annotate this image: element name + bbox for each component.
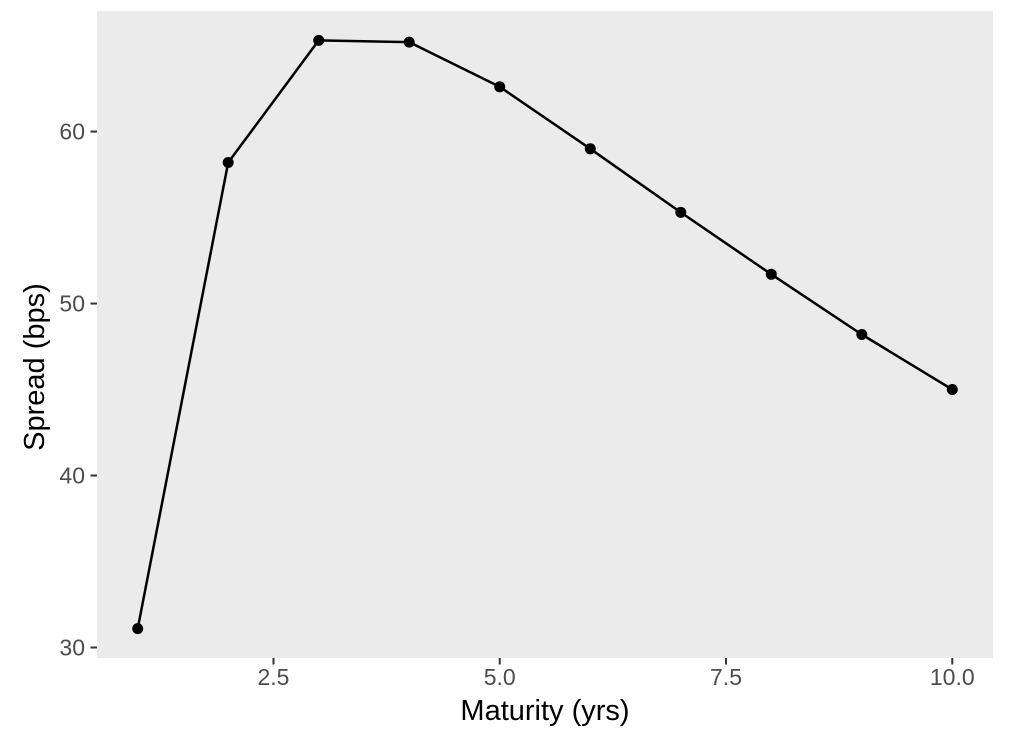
data-point [132,623,144,635]
data-point [946,384,958,395]
data-point [856,329,868,340]
y-tick-label: 60 [59,119,85,145]
x-tick-label: 7.5 [710,664,742,690]
x-tick-label: 2.5 [257,664,289,690]
data-point [313,34,325,46]
data-point [403,36,415,48]
x-axis-title: Maturity (yrs) [460,695,629,727]
series-line [136,39,953,629]
x-tick-label: 5.0 [484,664,516,690]
y-axis-title: Spread (bps) [19,283,51,451]
y-axis: 30 40 50 60 [59,119,97,661]
data-point [765,268,777,280]
x-tick-label: 10.0 [930,664,975,690]
data-point [675,206,687,218]
data-point [584,143,596,155]
data-point [494,81,506,93]
series-group [132,34,958,635]
data-point [222,157,234,168]
y-tick-label: 50 [59,291,85,317]
y-tick-label: 40 [59,463,85,489]
x-axis: 2.5 5.0 7.5 10.0 [257,658,975,690]
y-tick-label: 30 [59,635,85,661]
